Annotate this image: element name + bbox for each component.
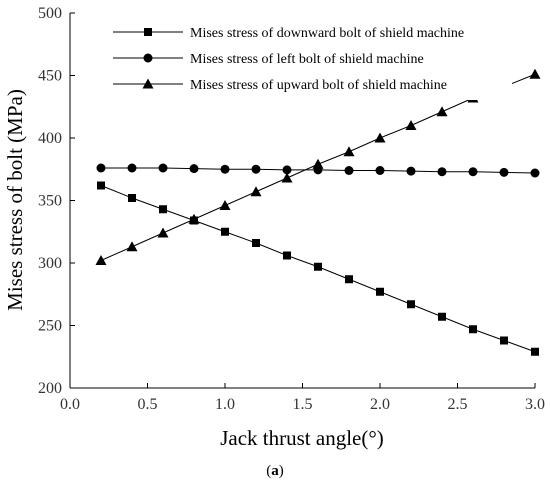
data-point-triangle <box>436 106 448 117</box>
y-tick-label: 400 <box>38 130 62 147</box>
x-tick-label: 0.0 <box>60 396 80 413</box>
data-point-circle <box>437 167 447 177</box>
x-axis-title: Jack thrust angle(°) <box>220 426 384 450</box>
data-point-circle <box>344 166 354 175</box>
data-point-square <box>376 287 384 296</box>
data-point-circle <box>375 166 385 175</box>
data-point-circle <box>499 167 509 177</box>
data-point-triangle <box>312 158 324 169</box>
x-tick-label: 1.0 <box>215 396 235 413</box>
caption-close: ) <box>278 463 284 479</box>
y-tick-label: 200 <box>38 380 62 397</box>
data-point-square <box>345 275 353 284</box>
y-tick-label: 450 <box>38 68 62 85</box>
data-point-square <box>252 239 260 247</box>
data-point-circle <box>158 163 168 173</box>
data-point-circle <box>189 164 199 174</box>
subfigure-caption: (a) <box>0 463 550 480</box>
data-point-triangle <box>405 120 417 130</box>
y-tick-label: 300 <box>38 255 62 272</box>
data-point-square <box>438 312 446 321</box>
data-point-square <box>314 262 322 271</box>
data-point-square <box>159 205 167 214</box>
data-point-circle <box>220 164 230 174</box>
legend-marker-square <box>144 28 152 36</box>
legend: Mises stress of downward bolt of shield … <box>92 16 512 100</box>
data-point-circle <box>127 163 137 173</box>
data-point-triangle <box>157 227 169 238</box>
data-point-square <box>97 181 105 190</box>
legend-label: Mises stress of left bolt of shield mach… <box>190 52 424 67</box>
data-point-triangle <box>126 241 138 252</box>
data-point-square <box>500 336 508 345</box>
data-point-circle <box>251 164 261 174</box>
data-point-triangle <box>343 146 355 157</box>
x-tick-label: 1.5 <box>293 396 313 413</box>
data-point-circle <box>468 167 478 177</box>
data-point-square <box>407 300 415 309</box>
data-point-triangle <box>374 132 386 143</box>
legend-label: Mises stress of downward bolt of shield … <box>190 26 464 41</box>
data-point-square <box>531 347 539 356</box>
x-tick-label: 3.0 <box>525 396 545 413</box>
y-axis-title: Mises stress of bolt (MPa) <box>3 89 27 311</box>
data-point-square <box>128 194 136 202</box>
data-point-circle <box>96 163 106 173</box>
x-tick-label: 2.5 <box>448 396 468 413</box>
data-point-triangle <box>188 213 200 224</box>
data-point-triangle <box>95 255 107 265</box>
data-point-circle <box>406 166 416 176</box>
ticks: 0.0 0.5 1.0 1.5 2.0 2.5 3.0 200 250 300 350 400 450 5… <box>38 5 545 413</box>
data-point-triangle <box>219 200 231 210</box>
legend-label: Mises stress of upward bolt of shield ma… <box>190 78 447 93</box>
caption-label: a <box>271 463 279 479</box>
data-point-triangle <box>250 186 262 197</box>
x-tick-label: 0.5 <box>138 396 158 413</box>
x-tick-label: 2.0 <box>370 396 390 413</box>
legend-marker-triangle <box>142 78 154 89</box>
data-point-triangle <box>529 68 541 79</box>
data-point-square <box>469 325 477 334</box>
data-point-circle <box>530 168 540 178</box>
caption-open: ( <box>266 463 272 479</box>
y-tick-label: 500 <box>38 5 62 22</box>
data-point-circle <box>282 165 292 175</box>
legend-marker-circle <box>143 53 153 63</box>
y-tick-label: 350 <box>38 193 62 210</box>
data-point-triangle <box>281 172 293 183</box>
data-point-square <box>221 227 229 236</box>
y-tick-label: 250 <box>38 318 62 335</box>
markers <box>95 68 541 356</box>
data-point-square <box>283 251 291 260</box>
